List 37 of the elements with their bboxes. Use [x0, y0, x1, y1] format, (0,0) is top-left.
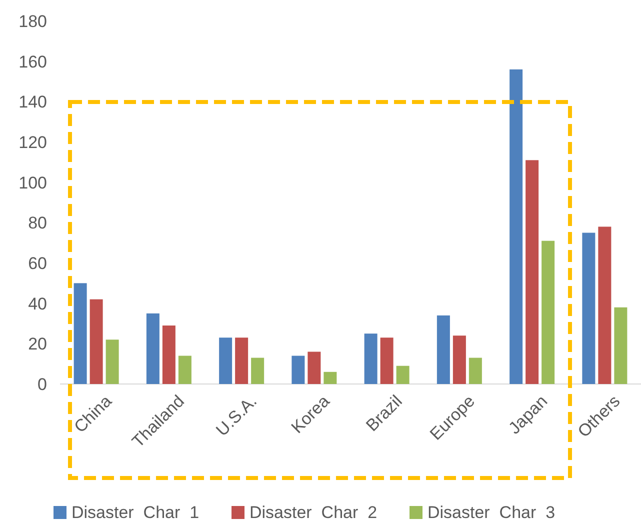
bar — [308, 352, 321, 384]
bar — [251, 358, 264, 384]
bar — [380, 338, 394, 384]
bar — [526, 160, 539, 384]
y-tick-label: 20 — [28, 334, 47, 354]
bar — [162, 326, 176, 384]
y-tick-label: 120 — [18, 132, 47, 152]
bar — [219, 338, 232, 384]
bar — [510, 69, 523, 384]
bar — [364, 334, 378, 384]
y-tick-label: 140 — [18, 92, 47, 112]
y-tick-label: 0 — [38, 374, 47, 394]
legend-label: Disaster Char 2 — [250, 503, 378, 522]
y-tick-label: 180 — [18, 12, 47, 31]
bar — [292, 356, 305, 384]
y-tick-label: 60 — [28, 254, 47, 273]
bar — [598, 226, 612, 384]
y-tick-label: 80 — [28, 214, 47, 233]
legend-label: Disaster Char 3 — [428, 503, 556, 522]
bar — [324, 372, 337, 384]
bar — [74, 283, 87, 384]
bar — [436, 315, 450, 384]
bar — [582, 232, 596, 384]
legend-label: Disaster Char 1 — [72, 503, 200, 522]
bar — [396, 366, 410, 384]
bar — [90, 299, 103, 384]
bar — [106, 340, 119, 384]
bar — [542, 240, 555, 384]
bar — [146, 313, 160, 384]
bar — [468, 358, 482, 384]
bar — [178, 356, 192, 384]
y-tick-label: 40 — [28, 294, 47, 314]
y-tick-label: 100 — [18, 173, 47, 192]
y-tick-label: 160 — [18, 52, 47, 72]
bar — [452, 336, 466, 384]
bar — [235, 338, 248, 384]
bar — [614, 307, 628, 384]
